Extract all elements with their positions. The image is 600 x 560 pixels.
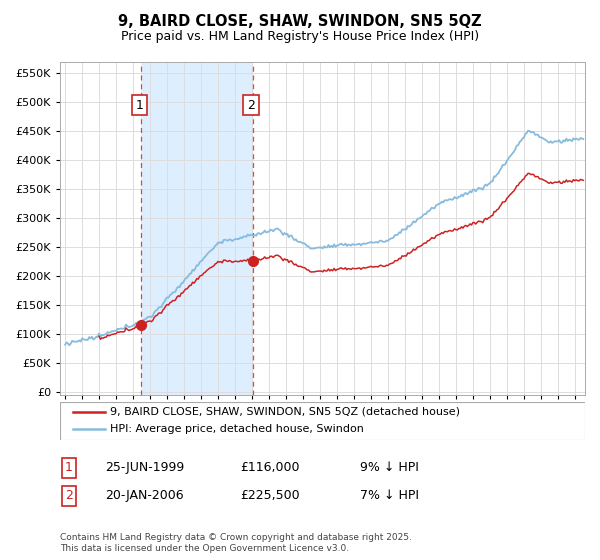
Text: 9% ↓ HPI: 9% ↓ HPI <box>360 461 419 474</box>
Text: HPI: Average price, detached house, Swindon: HPI: Average price, detached house, Swin… <box>110 424 364 435</box>
Text: 9, BAIRD CLOSE, SHAW, SWINDON, SN5 5QZ (detached house): 9, BAIRD CLOSE, SHAW, SWINDON, SN5 5QZ (… <box>110 407 460 417</box>
Text: £116,000: £116,000 <box>240 461 299 474</box>
Text: 25-JUN-1999: 25-JUN-1999 <box>105 461 184 474</box>
Text: £225,500: £225,500 <box>240 489 299 502</box>
Text: 7% ↓ HPI: 7% ↓ HPI <box>360 489 419 502</box>
Text: Price paid vs. HM Land Registry's House Price Index (HPI): Price paid vs. HM Land Registry's House … <box>121 30 479 44</box>
Text: Contains HM Land Registry data © Crown copyright and database right 2025.
This d: Contains HM Land Registry data © Crown c… <box>60 533 412 553</box>
Bar <box>141 62 253 395</box>
Text: 1: 1 <box>136 99 143 111</box>
Text: 2: 2 <box>65 489 73 502</box>
Text: 2: 2 <box>247 99 255 111</box>
Text: 9, BAIRD CLOSE, SHAW, SWINDON, SN5 5QZ: 9, BAIRD CLOSE, SHAW, SWINDON, SN5 5QZ <box>118 14 482 29</box>
Text: 1: 1 <box>65 461 73 474</box>
Text: 20-JAN-2006: 20-JAN-2006 <box>105 489 184 502</box>
